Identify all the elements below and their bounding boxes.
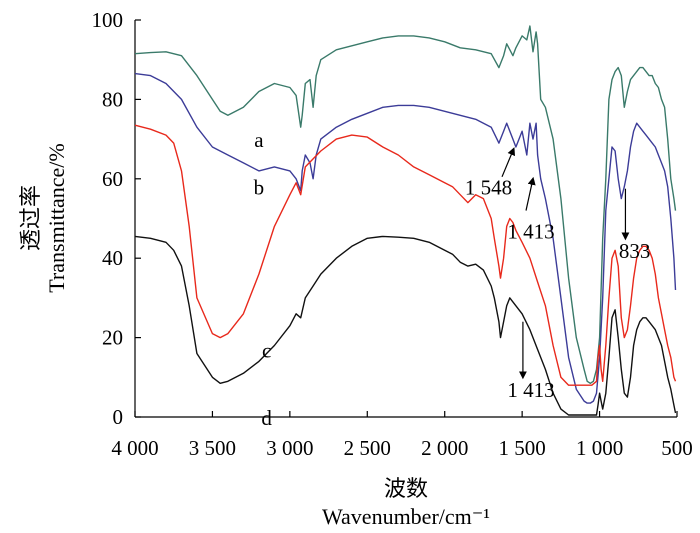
x-tick-label: 1 500 xyxy=(499,436,546,460)
x-tick-label: 3 500 xyxy=(189,436,236,460)
x-tick-label: 3 000 xyxy=(266,436,313,460)
y-axis-title-cn: 透过率 xyxy=(18,185,43,251)
x-ticks: 4 000 3 500 3 000 2 500 2 000 1 500 1 000 500 xyxy=(111,411,693,460)
annotation-label: 1 413 xyxy=(507,219,554,243)
series-label-a: a xyxy=(254,128,264,152)
x-tick-label: 2 000 xyxy=(421,436,468,460)
y-tick-label: 0 xyxy=(113,405,124,429)
x-tick-label: 500 xyxy=(661,436,693,460)
y-tick-label: 100 xyxy=(92,8,124,32)
series-label-b: b xyxy=(254,176,265,200)
annotation-arrow xyxy=(501,147,516,178)
y-tick-label: 40 xyxy=(102,246,123,270)
y-tick-label: 20 xyxy=(102,326,123,350)
y-tick-label: 60 xyxy=(102,167,123,191)
y-axis-title: Transmittance/% xyxy=(44,143,69,293)
annotation-label: 1 413 xyxy=(507,378,554,402)
x-tick-label: 2 500 xyxy=(344,436,391,460)
annotations: 1 548 1 413 833 1 413 xyxy=(465,147,651,402)
curves xyxy=(134,25,677,416)
annotation-label: 833 xyxy=(619,239,651,263)
curve-labels: ab c d xyxy=(254,128,273,430)
x-tick-label: 1 000 xyxy=(576,436,623,460)
annotation-label: 1 548 xyxy=(465,176,512,200)
x-tick-label: 4 000 xyxy=(111,436,158,460)
annotation-arrow xyxy=(525,176,536,211)
series-line-d xyxy=(134,235,677,416)
x-axis-title-cn: 波数 xyxy=(384,476,428,501)
series-line-c xyxy=(134,124,677,386)
y-tick-label: 80 xyxy=(102,87,123,111)
y-ticks: 0 20 40 60 80 100 xyxy=(92,8,141,429)
plot-frame xyxy=(134,20,677,418)
series-line-b xyxy=(134,72,677,404)
x-axis-title: Wavenumber/cm⁻¹ xyxy=(322,504,490,529)
series-label-c: c xyxy=(262,338,271,362)
series-line-a xyxy=(134,25,677,384)
series-label-d: d xyxy=(261,406,272,430)
